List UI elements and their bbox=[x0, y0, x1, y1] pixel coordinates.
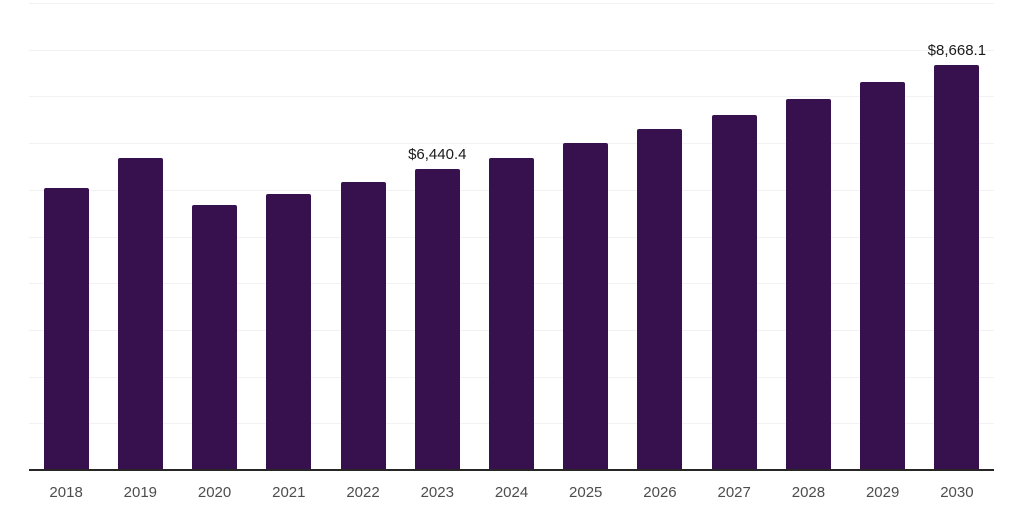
x-tick-label-2025: 2025 bbox=[569, 484, 603, 501]
bar-2023 bbox=[414, 169, 460, 470]
bar-2022 bbox=[340, 182, 386, 470]
bar-2018 bbox=[43, 188, 89, 470]
bar-2020 bbox=[192, 204, 238, 470]
gridline-10000 bbox=[29, 3, 994, 4]
x-tick-label-2029: 2029 bbox=[865, 484, 900, 501]
data-label-2030: $8,668.1 bbox=[927, 42, 987, 60]
bar-2028 bbox=[785, 98, 831, 470]
data-label-2023: $6,440.4 bbox=[408, 146, 467, 164]
bar-2019 bbox=[117, 157, 163, 470]
x-tick-label-2022: 2022 bbox=[346, 484, 380, 501]
gridline-9000 bbox=[29, 49, 994, 51]
x-tick-label-2019: 2019 bbox=[123, 484, 158, 501]
x-tick-label-2021: 2021 bbox=[272, 484, 306, 501]
x-tick-label-2020: 2020 bbox=[197, 484, 232, 501]
bar-2024 bbox=[489, 157, 534, 470]
x-tick-label-2027: 2027 bbox=[717, 484, 751, 501]
x-tick-label-2024: 2024 bbox=[494, 484, 529, 501]
gridline-8000 bbox=[29, 96, 994, 98]
bar-2030 bbox=[934, 65, 980, 470]
x-tick-label-2018: 2018 bbox=[49, 484, 83, 501]
x-tick-label-2030: 2030 bbox=[940, 484, 974, 501]
bar-2021 bbox=[266, 194, 312, 470]
bar-2026 bbox=[637, 129, 683, 470]
x-tick-label-2023: 2023 bbox=[420, 484, 454, 501]
gridline-7000 bbox=[29, 143, 994, 145]
x-axis-line bbox=[29, 469, 994, 471]
bar-2029 bbox=[860, 82, 906, 470]
bar-2025 bbox=[563, 143, 609, 470]
bar-2027 bbox=[711, 114, 757, 470]
x-tick-label-2028: 2028 bbox=[791, 484, 826, 501]
x-tick-label-2026: 2026 bbox=[643, 484, 677, 501]
